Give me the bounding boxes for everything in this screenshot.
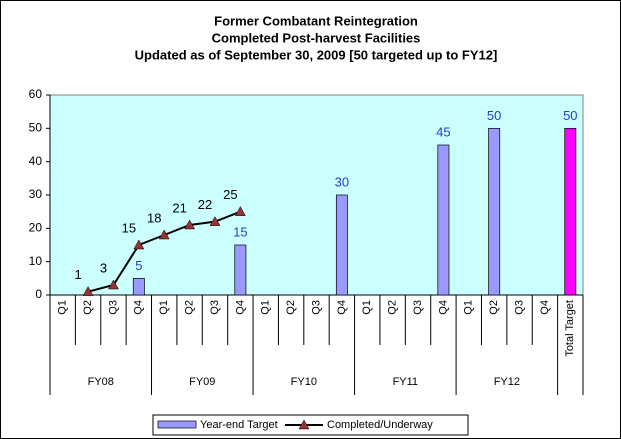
x-tick-label: Q2 <box>82 300 94 315</box>
legend-marker <box>298 419 310 430</box>
line-marker <box>82 286 94 296</box>
line-marker <box>108 279 119 290</box>
y-tick-label: 50 <box>29 121 43 135</box>
y-tick-label: 40 <box>29 154 43 168</box>
y-tick-label: 60 <box>29 87 43 101</box>
x-tick-label: Total Target <box>564 300 576 357</box>
data-label: 15 <box>122 220 136 235</box>
legend-label: Year-end Target <box>200 419 278 431</box>
chart-title: Former Combatant Reintegration <box>214 13 418 28</box>
x-tick-label: Q3 <box>513 300 525 315</box>
group-label: FY12 <box>494 376 520 388</box>
x-tick-label: Q2 <box>488 300 500 315</box>
legend-label: Completed/Underway <box>327 419 433 431</box>
bar <box>132 277 145 296</box>
data-label: 1 <box>74 267 81 282</box>
x-tick-label: Q3 <box>310 300 322 315</box>
group-label: FY08 <box>88 376 114 388</box>
chart-title: Completed Post-harvest Facilities <box>212 30 421 45</box>
data-label: 50 <box>563 108 577 123</box>
group-label: FY09 <box>189 376 215 388</box>
x-tick-label: Q1 <box>260 300 272 315</box>
data-label: 45 <box>436 124 450 139</box>
x-tick-label: Q4 <box>336 300 348 315</box>
group-label: FY10 <box>291 376 317 388</box>
data-label: 22 <box>198 197 212 212</box>
data-label: 3 <box>100 260 107 275</box>
chart-title: Updated as of September 30, 2009 [50 tar… <box>135 47 498 62</box>
bar <box>488 127 501 296</box>
data-label: 25 <box>223 187 237 202</box>
x-tick-label: Q2 <box>285 300 297 315</box>
line-marker <box>133 239 145 250</box>
bar <box>564 127 577 296</box>
x-tick-label: Q4 <box>437 300 449 315</box>
x-tick-label: Q3 <box>107 300 119 315</box>
bar <box>437 144 450 296</box>
x-tick-label: Q4 <box>234 300 246 315</box>
data-label: 5 <box>135 258 142 273</box>
x-tick-label: Q1 <box>463 300 475 315</box>
line-marker <box>209 216 221 226</box>
data-label: 18 <box>147 210 161 225</box>
bar <box>335 194 348 296</box>
bar <box>234 244 247 296</box>
x-tick-label: Q1 <box>361 300 373 315</box>
x-tick-label: Q1 <box>57 300 69 315</box>
line-marker <box>184 219 196 230</box>
x-tick-label: Q1 <box>158 300 170 315</box>
x-tick-label: Q2 <box>387 300 399 315</box>
plot-area <box>49 94 584 296</box>
legend-swatch <box>157 420 197 429</box>
y-tick-label: 10 <box>29 254 43 268</box>
x-tick-label: Q4 <box>539 300 551 315</box>
y-tick-label: 0 <box>35 287 42 301</box>
group-label: FY11 <box>393 376 418 388</box>
x-tick-label: Q3 <box>412 300 424 315</box>
x-tick-label: Q4 <box>133 300 145 315</box>
data-label: 21 <box>172 200 186 215</box>
y-tick-label: 30 <box>29 187 43 201</box>
y-tick-label: 20 <box>29 221 43 235</box>
data-label: 50 <box>487 108 501 123</box>
data-label: 30 <box>335 174 349 189</box>
data-label: 15 <box>233 224 247 239</box>
line-marker <box>158 229 170 240</box>
x-tick-label: Q2 <box>184 300 196 315</box>
line-marker <box>234 206 246 216</box>
x-tick-label: Q3 <box>209 300 221 315</box>
